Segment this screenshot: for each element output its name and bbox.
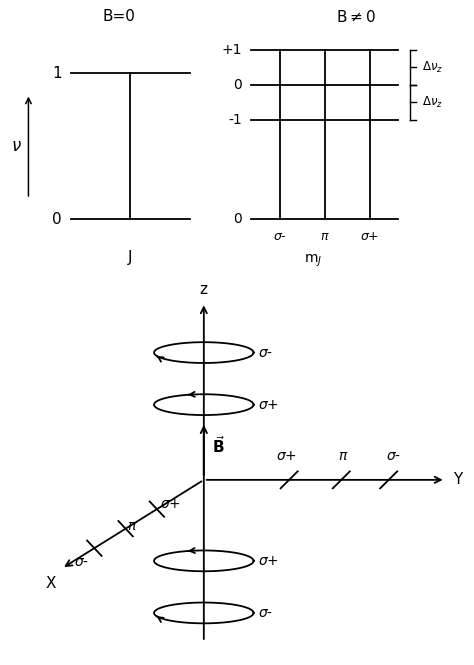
Text: $\sigma$-: $\sigma$- [273,229,287,243]
Text: $\sigma$+: $\sigma$+ [276,448,297,463]
Text: $\sigma$+: $\sigma$+ [160,497,181,511]
Text: $\pi$: $\pi$ [127,519,137,533]
Text: Y: Y [453,472,462,487]
Text: $\Delta\nu_z$: $\Delta\nu_z$ [422,95,443,110]
Text: $\sigma$+: $\sigma$+ [258,554,279,568]
Text: 0: 0 [233,212,242,227]
Text: m$_J$: m$_J$ [304,252,322,269]
Text: $\vec{\mathbf{B}}$: $\vec{\mathbf{B}}$ [212,435,225,456]
Text: $\sigma$-: $\sigma$- [386,448,401,463]
Text: B$\neq$0: B$\neq$0 [336,9,375,25]
Text: $\Delta\nu_z$: $\Delta\nu_z$ [422,60,443,75]
Text: z: z [200,282,208,297]
Text: X: X [46,575,56,591]
Text: $\sigma$+: $\sigma$+ [360,229,379,243]
Text: -1: -1 [228,113,242,127]
Text: $\sigma$-: $\sigma$- [258,346,273,360]
Text: $\nu$: $\nu$ [11,137,22,156]
Text: 0: 0 [52,212,62,227]
Text: 0: 0 [233,78,242,92]
Text: $\sigma$+: $\sigma$+ [258,398,279,412]
Text: $\pi$: $\pi$ [338,448,349,463]
Text: J: J [128,250,133,265]
Text: B=0: B=0 [102,9,135,24]
Text: $\pi$: $\pi$ [320,229,329,243]
Text: 1: 1 [52,66,62,80]
Text: $\sigma$-: $\sigma$- [73,555,89,569]
Text: $\sigma$-: $\sigma$- [258,606,273,620]
Text: +1: +1 [221,43,242,57]
